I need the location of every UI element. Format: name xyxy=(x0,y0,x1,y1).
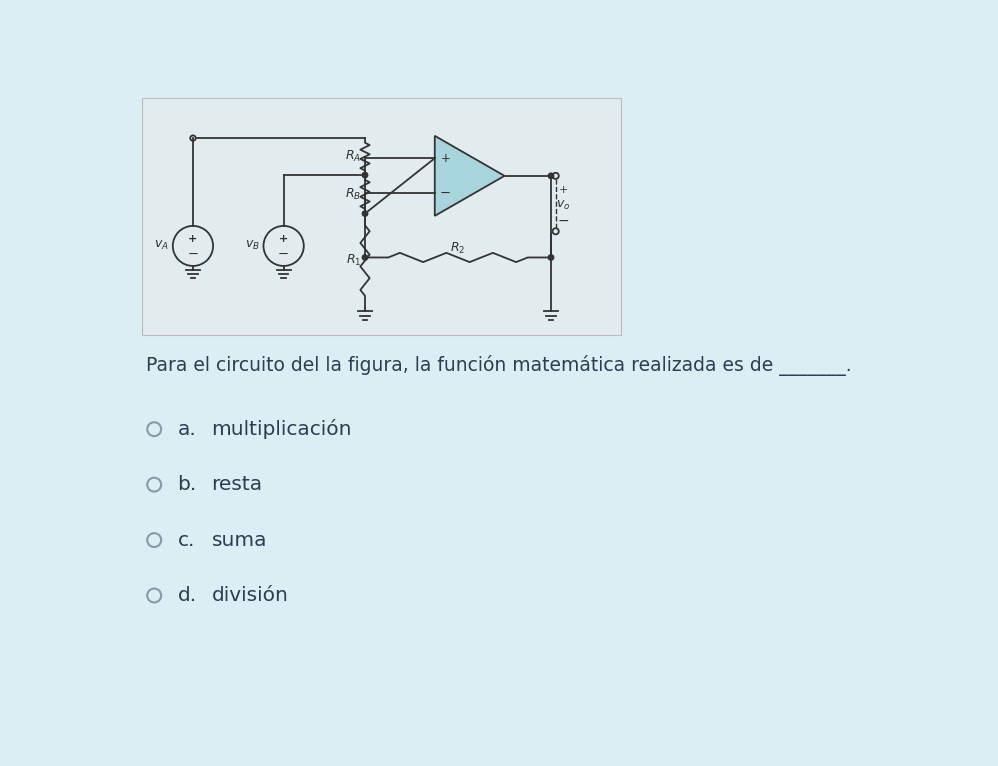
Text: $R_B$: $R_B$ xyxy=(345,187,361,202)
Text: −: − xyxy=(440,187,451,200)
Text: d.: d. xyxy=(178,586,197,605)
FancyBboxPatch shape xyxy=(142,98,621,336)
Text: $R_2$: $R_2$ xyxy=(450,241,466,256)
Text: −: − xyxy=(278,248,289,261)
Polygon shape xyxy=(435,136,505,216)
Text: suma: suma xyxy=(212,531,267,549)
Text: +: + xyxy=(441,152,450,165)
Text: $v_A$: $v_A$ xyxy=(154,239,169,253)
Text: +: + xyxy=(279,234,288,244)
Text: c.: c. xyxy=(178,531,195,549)
Text: resta: resta xyxy=(212,475,262,494)
Text: $v_B$: $v_B$ xyxy=(245,239,259,253)
Circle shape xyxy=(362,211,367,216)
Text: Para el circuito del la figura, la función matemática realizada es de _______.: Para el circuito del la figura, la funci… xyxy=(147,355,852,376)
Circle shape xyxy=(548,173,554,178)
Circle shape xyxy=(362,255,367,260)
Text: b.: b. xyxy=(178,475,197,494)
Text: +: + xyxy=(559,185,568,195)
Text: +: + xyxy=(189,234,198,244)
Circle shape xyxy=(362,172,367,178)
Circle shape xyxy=(548,255,554,260)
Text: −: − xyxy=(558,214,569,228)
Text: $R_A$: $R_A$ xyxy=(345,149,361,164)
Text: división: división xyxy=(212,586,288,605)
Text: $R_1$: $R_1$ xyxy=(345,253,361,268)
Text: a.: a. xyxy=(178,420,197,439)
Text: −: − xyxy=(188,248,199,261)
Text: $v_o$: $v_o$ xyxy=(556,198,571,211)
Text: multiplicación: multiplicación xyxy=(212,419,352,439)
